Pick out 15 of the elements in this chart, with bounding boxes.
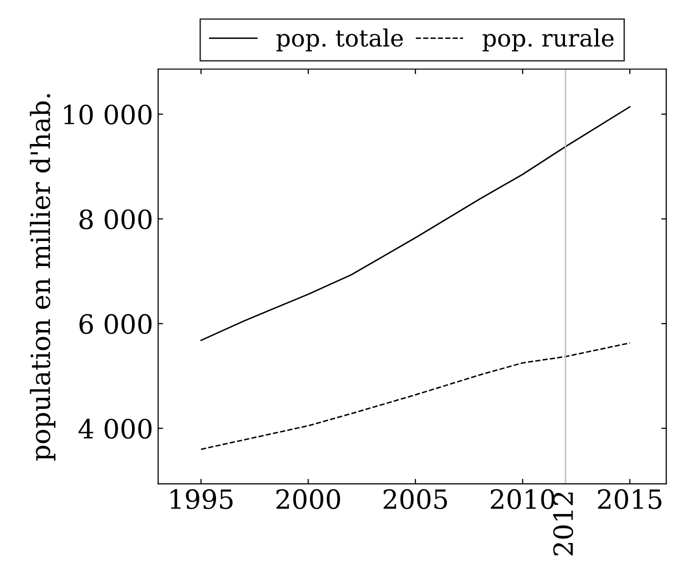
- line-series: [200, 342, 631, 450]
- y-tick-label: 4 000: [78, 418, 152, 439]
- ref-line-label: 2012: [553, 492, 574, 556]
- x-tick-label: 1995: [170, 489, 233, 510]
- legend-label: pop. rurale: [482, 28, 614, 52]
- line-series: [200, 106, 631, 342]
- y-tick-label: 8 000: [80, 209, 152, 230]
- y-tick-label: 6 000: [80, 314, 152, 334]
- x-tick-label: 2005: [384, 489, 447, 510]
- x-tick-label: 2000: [276, 489, 340, 510]
- y-tick-label: 10 000: [64, 104, 152, 125]
- y-axis-title: population en millier d'hab.: [30, 94, 56, 461]
- x-tick-label: 2010: [490, 489, 554, 510]
- x-tick-label: 2015: [598, 489, 662, 510]
- legend-label: pop. totale: [276, 28, 403, 52]
